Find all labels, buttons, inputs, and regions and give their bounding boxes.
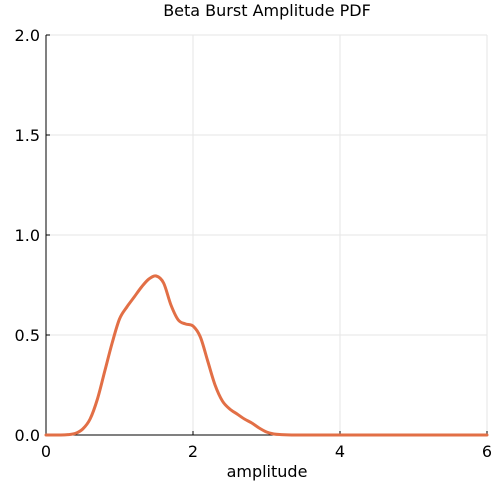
x-tick-label: 4 <box>335 442 345 461</box>
x-tick-label: 2 <box>188 442 198 461</box>
y-tick-label: 1.5 <box>15 126 40 145</box>
series-layer <box>44 274 489 437</box>
x-axis-label: amplitude <box>227 462 308 481</box>
x-tick-label: 6 <box>482 442 492 461</box>
tick-labels: 0 2 4 6 0.0 0.5 1.0 1.5 2.0 <box>15 26 493 461</box>
x-tick-label: 0 <box>41 442 51 461</box>
grid-lines <box>46 34 488 435</box>
chart-title: Beta Burst Amplitude PDF <box>163 1 371 20</box>
y-tick-label: 1.0 <box>15 226 40 245</box>
y-tick-label: 0.0 <box>15 426 40 445</box>
y-tick-label: 2.0 <box>15 26 40 45</box>
y-tick-label: 0.5 <box>15 326 40 345</box>
pdf-series-line <box>44 274 489 437</box>
